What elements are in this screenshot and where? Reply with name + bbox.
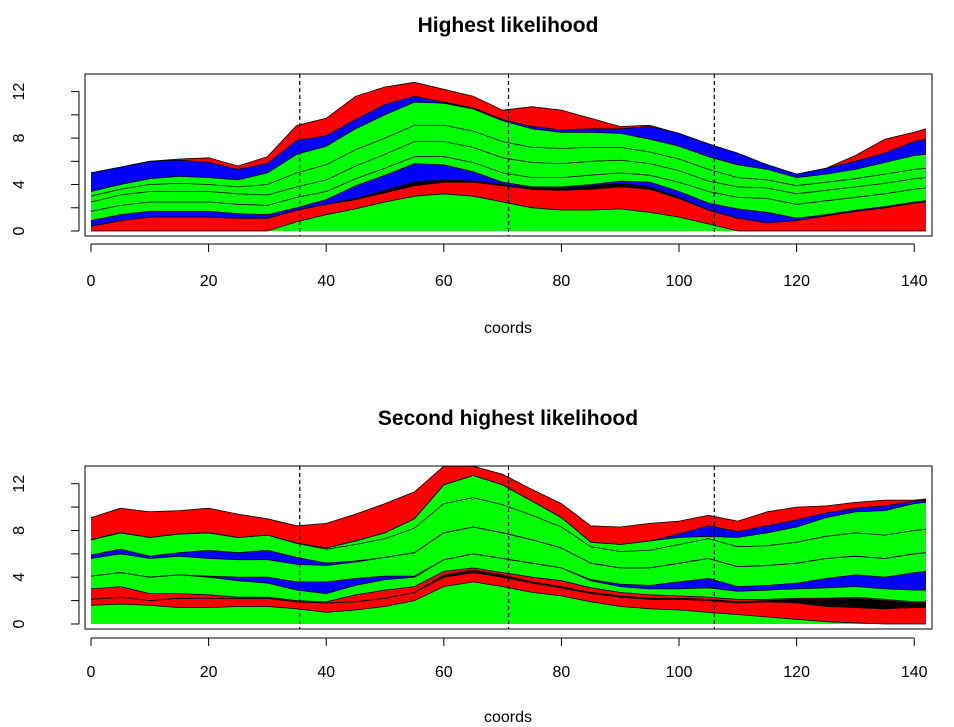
x-tick-label: 20 <box>200 273 218 290</box>
y-tick-label: 8 <box>11 526 28 535</box>
layer-boundary-1 <box>91 193 926 232</box>
x-tick-label: 20 <box>200 664 218 681</box>
layer-boundary-10 <box>90 81 927 175</box>
layer-boundary-11 <box>90 475 927 549</box>
chart-title: Highest likelihood <box>418 14 599 37</box>
layer-boundary-5 <box>90 156 927 212</box>
layer-boundary-8 <box>90 101 927 192</box>
area-layer-4 <box>91 163 926 227</box>
x-tick-label: 140 <box>901 273 928 290</box>
y-tick-label: 0 <box>11 226 28 235</box>
layer-boundary-4 <box>90 163 927 221</box>
x-tick-label: 100 <box>666 273 693 290</box>
layer-boundary-4 <box>90 567 926 603</box>
plot-frame <box>84 465 933 630</box>
y-tick-label: 12 <box>11 475 28 493</box>
dashed-reference-lines <box>299 74 715 236</box>
x-tick-label: 40 <box>317 273 335 290</box>
y-tick-label: 12 <box>11 83 28 101</box>
x-axis: 0 20 40 60 80 100 120 140 <box>87 637 928 681</box>
x-tick-label: 0 <box>87 664 96 681</box>
area-layer-2 <box>91 182 926 231</box>
x-tick-label: 40 <box>317 664 335 681</box>
layer-boundary-8 <box>90 526 927 569</box>
y-tick-label: 4 <box>11 180 28 189</box>
area-layer-3 <box>91 570 926 609</box>
y-axis: 0 4 8 12 <box>11 83 80 235</box>
x-tick-label: 120 <box>783 273 810 290</box>
x-tick-label: 80 <box>553 664 571 681</box>
x-tick-label: 100 <box>666 664 693 681</box>
plot-frame <box>84 73 933 237</box>
layer-boundary-3 <box>90 179 927 227</box>
layer-boundary-7 <box>90 124 927 197</box>
dashed-reference-lines <box>299 466 715 629</box>
x-tick-label: 0 <box>87 273 96 290</box>
area-layer-6 <box>91 553 926 594</box>
layer-boundary-6 <box>90 553 927 588</box>
x-tick-label: 80 <box>553 273 571 290</box>
y-tick-label: 4 <box>11 573 28 582</box>
x-tick-label: 60 <box>435 273 453 290</box>
y-axis: 0 4 8 12 <box>11 475 80 628</box>
x-tick-label: 120 <box>783 664 810 681</box>
x-tick-label: 140 <box>901 664 928 681</box>
boundary-lines <box>90 465 927 625</box>
x-axis: 0 20 40 60 80 100 120 140 <box>87 243 928 290</box>
x-axis-label: coords <box>484 320 532 337</box>
panel-highest-likelihood: Highest likelihood 0 20 40 60 80 100 120 140 0 4… <box>11 14 933 337</box>
boundary-lines <box>90 81 927 232</box>
panel-second-highest-likelihood: Second highest likelihood 0 20 40 60 80 100 12… <box>11 407 933 726</box>
area-layer-11 <box>91 475 926 548</box>
x-tick-label: 60 <box>435 664 453 681</box>
area-layer-2 <box>91 572 926 624</box>
chart-title: Second highest likelihood <box>378 407 638 430</box>
layer-boundary-12 <box>90 465 927 528</box>
x-axis-label: coords <box>484 709 532 726</box>
y-tick-label: 0 <box>11 619 28 628</box>
layer-boundary-6 <box>90 141 927 203</box>
y-tick-label: 8 <box>11 134 28 143</box>
layer-boundary-3 <box>90 569 926 604</box>
area-layer-5 <box>91 553 926 602</box>
area-layer-12 <box>91 466 926 548</box>
layer-boundary-1 <box>90 581 926 625</box>
